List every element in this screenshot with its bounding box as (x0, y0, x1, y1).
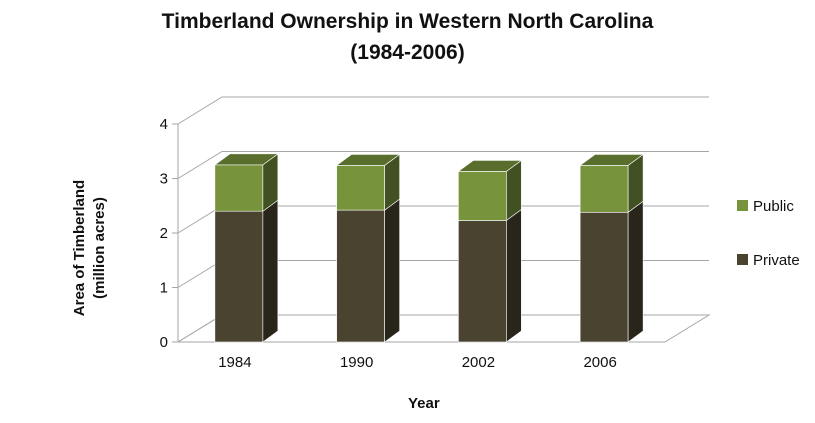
legend-label-private: Private (753, 252, 800, 269)
bar-side-private-1984 (262, 199, 279, 343)
bar-top-public-2006 (579, 154, 645, 166)
y-axis-label-line-1: Area of Timberland (71, 179, 88, 317)
bar-top-public-1984 (213, 153, 279, 166)
chart-title: Timberland Ownership in Western North Ca… (161, 10, 654, 33)
y-tick-label: 4 (160, 116, 168, 133)
x-tick-label: 2002 (462, 354, 495, 371)
bar-private-2006 (579, 211, 629, 343)
y-tick-label: 0 (160, 334, 168, 351)
x-tick-label: 1984 (218, 354, 251, 371)
gridline (177, 151, 709, 179)
bar-public-2002 (458, 171, 507, 221)
bar-side-private-2006 (627, 200, 644, 343)
legend-label-public: Public (753, 198, 794, 215)
bar-private-1984 (214, 210, 264, 343)
y-tick-label: 1 (160, 280, 168, 297)
y-tick-label: 3 (160, 171, 168, 188)
gridline (177, 96, 709, 125)
bar-public-2006 (579, 165, 629, 213)
y-tick-label: 2 (160, 225, 168, 242)
bar-top-public-2002 (457, 160, 523, 172)
bar-private-2002 (458, 220, 507, 343)
x-tick-label: 1990 (340, 354, 373, 371)
bar-side-private-2002 (506, 208, 522, 343)
bar-private-1990 (336, 209, 385, 343)
bar-top-public-1990 (335, 154, 401, 166)
bar-public-1984 (214, 164, 264, 212)
x-tick-label: 2006 (583, 354, 616, 371)
y-axis-label: Area of Timberland (million acres) (70, 128, 110, 368)
y-axis-label-line-2: (million acres) (91, 197, 108, 299)
chart-subtitle: (1984-2006) (350, 41, 465, 64)
x-axis-label: Year (408, 395, 440, 412)
bar-side-private-1990 (384, 198, 400, 343)
legend-swatch-private (737, 254, 748, 265)
bar-public-1990 (336, 165, 385, 211)
legend-swatch-public (737, 200, 748, 211)
